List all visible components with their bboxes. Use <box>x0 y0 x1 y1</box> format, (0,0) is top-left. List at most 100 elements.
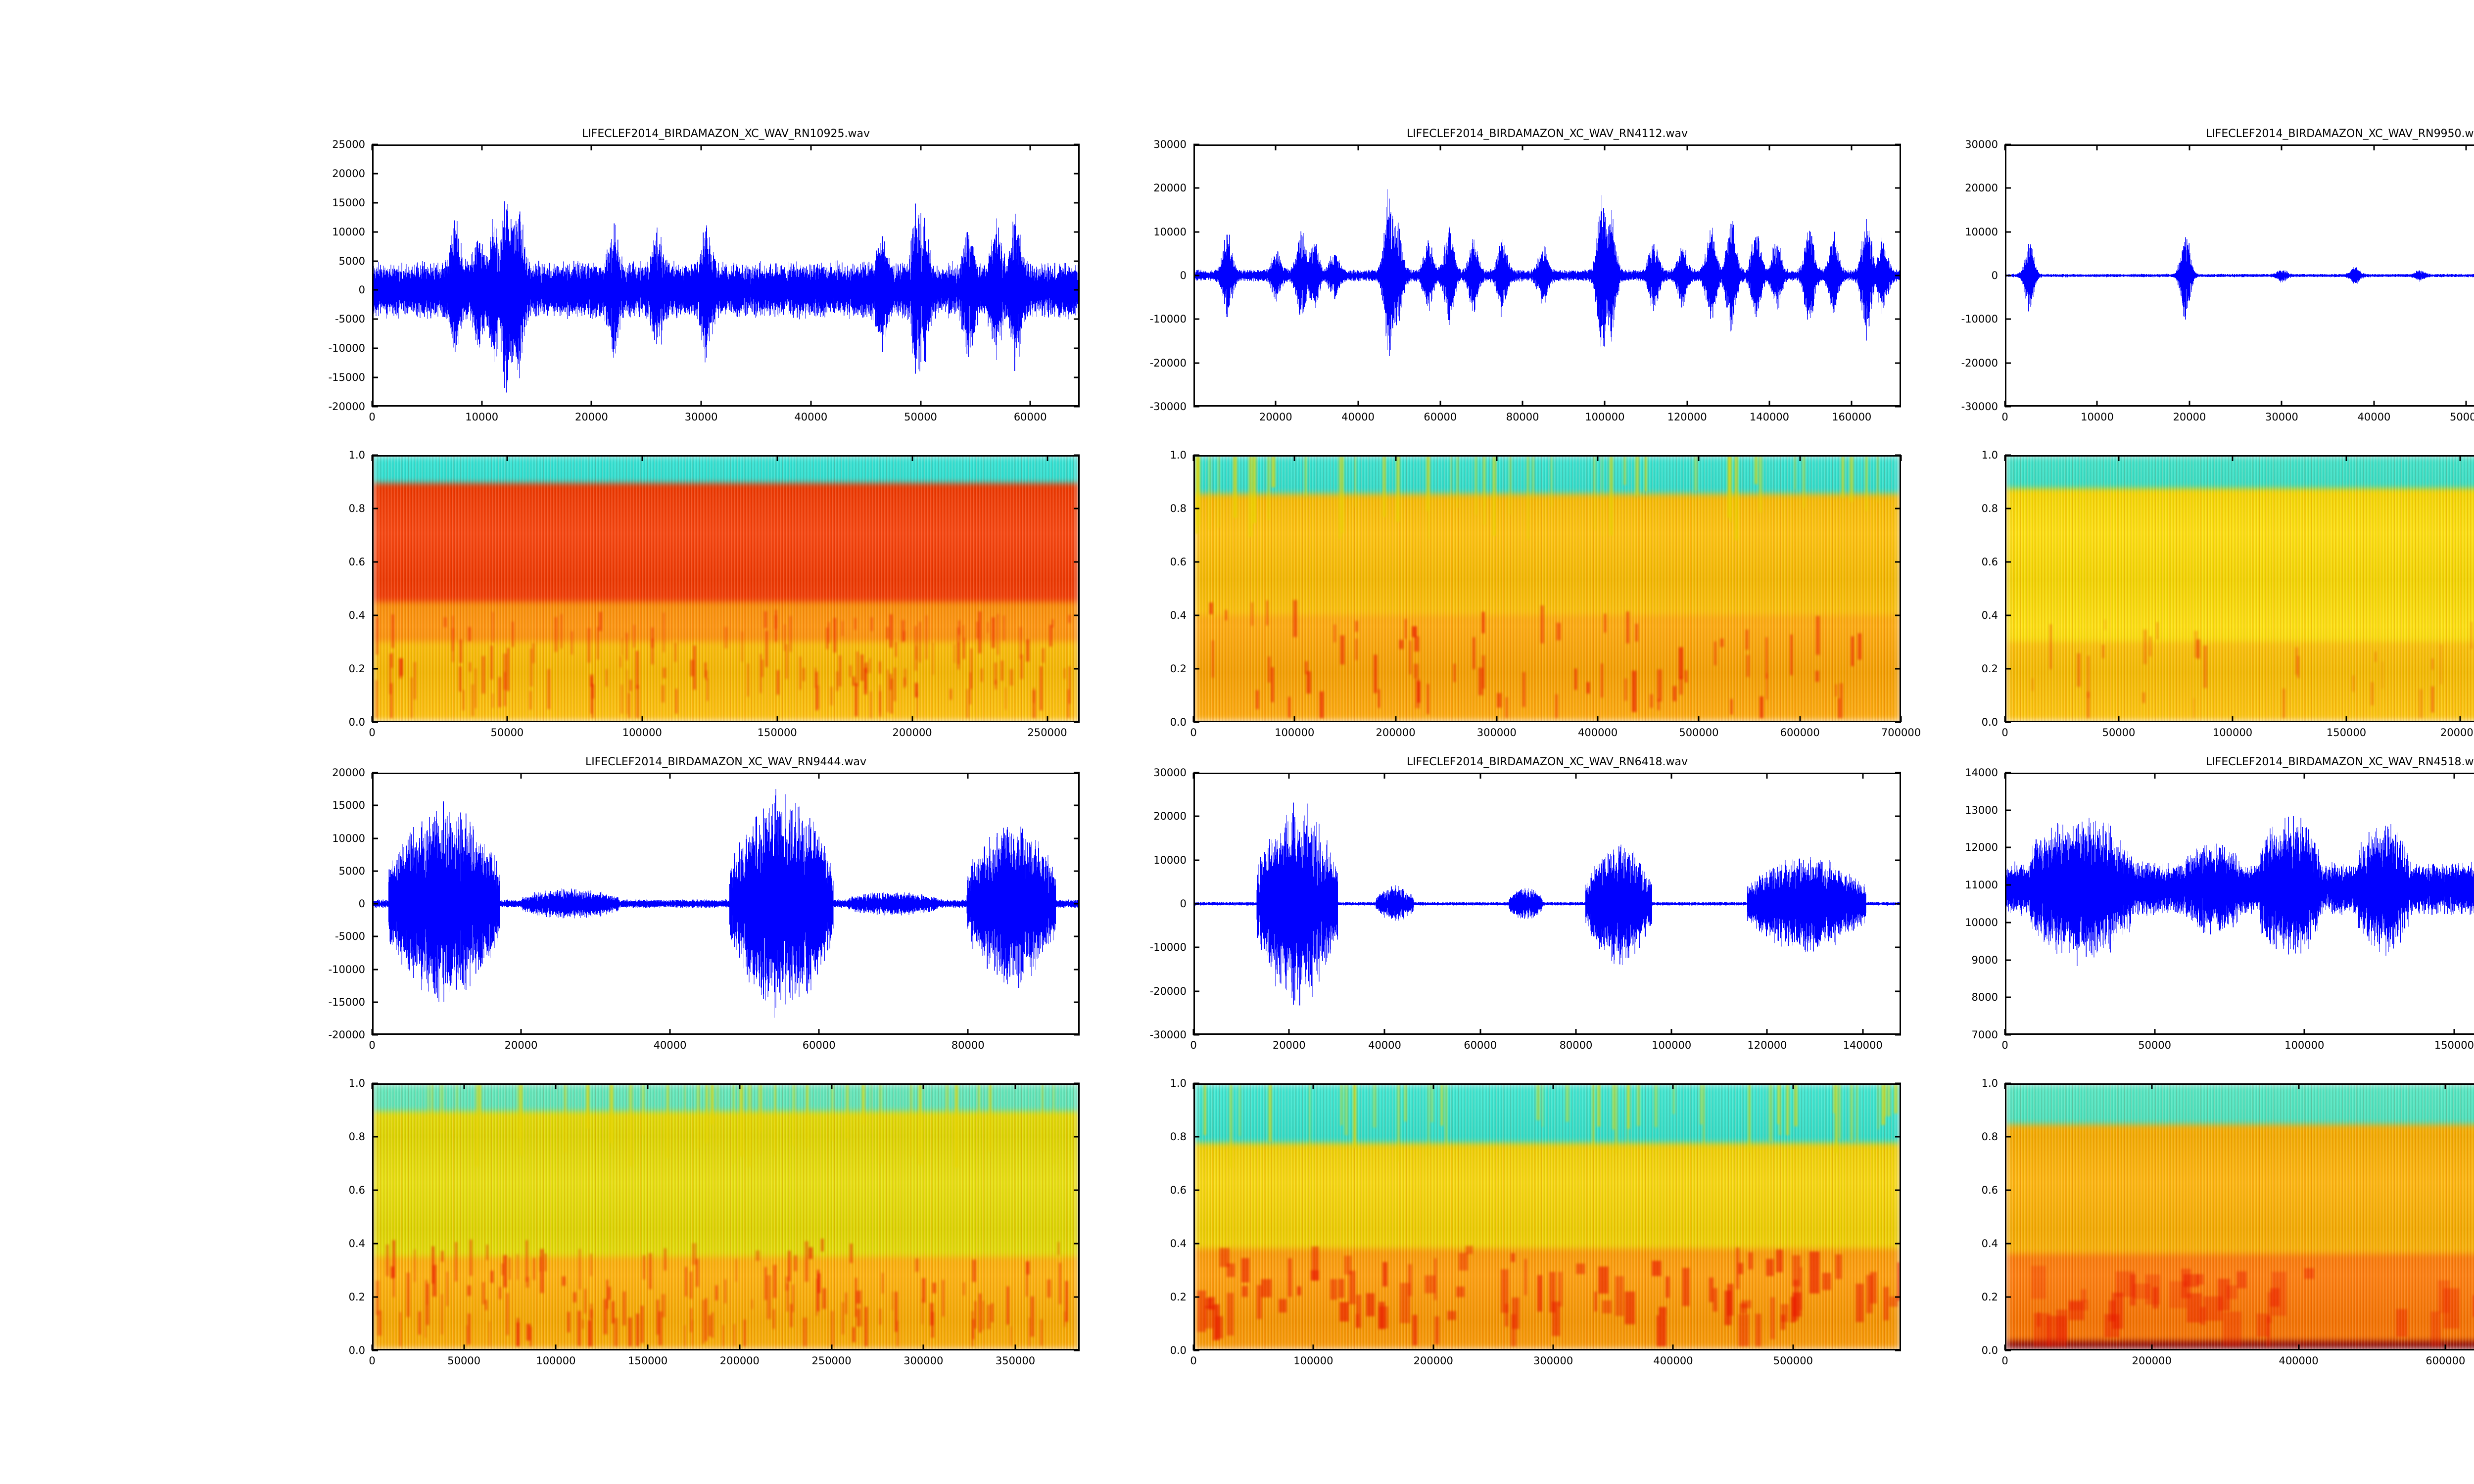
x-tick-mark <box>1357 401 1359 407</box>
plot-title: LIFECLEF2014_BIRDAMAZON_XC_WAV_RN4518.wa… <box>2205 756 2474 768</box>
y-tick-label: 0.4 <box>1981 609 1998 621</box>
x-tick-mark-top <box>520 773 522 779</box>
plot-axes-spectrogram-rn9444 <box>372 1083 1080 1350</box>
x-tick-mark-top <box>2303 773 2305 779</box>
spectrogram-image <box>1195 457 1900 721</box>
x-tick-mark-top <box>2004 1083 2006 1089</box>
y-tick-mark-right <box>1895 859 1901 861</box>
x-tick-mark <box>1522 401 1523 407</box>
y-tick-mark <box>372 804 378 806</box>
x-tick-label: 200000 <box>2132 1355 2172 1367</box>
y-tick-mark-right <box>1074 143 1080 145</box>
y-tick-mark <box>1193 1349 1199 1351</box>
y-tick-label: 0.6 <box>348 1184 365 1196</box>
x-tick-mark <box>1275 401 1277 407</box>
x-tick-mark <box>2465 401 2467 407</box>
y-tick-label: 0.6 <box>1981 556 1998 568</box>
x-tick-label: 200000 <box>1376 727 1416 739</box>
y-tick-label: 10000 <box>1153 854 1187 866</box>
spectrogram-image <box>2006 1085 2474 1349</box>
x-tick-mark <box>1900 716 1902 722</box>
x-tick-label: 0 <box>369 1039 376 1051</box>
x-tick-label: 0 <box>1190 1039 1197 1051</box>
y-tick-mark <box>372 289 378 291</box>
y-tick-label: 13000 <box>1965 804 1998 816</box>
y-tick-label: 1.0 <box>1981 1077 1998 1089</box>
spectrogram-call-marks <box>374 457 1078 721</box>
x-tick-mark-top <box>2004 455 2006 461</box>
y-tick-mark <box>2005 318 2011 320</box>
plot-axes-waveform-rn4518 <box>2005 773 2474 1035</box>
x-tick-mark <box>920 401 922 407</box>
plot-axes-spectrogram-rn6418 <box>1193 1083 1901 1350</box>
x-tick-label: 20000 <box>1272 1039 1306 1051</box>
x-tick-mark <box>371 1029 373 1035</box>
y-tick-mark-right <box>1895 454 1901 456</box>
spectrogram-image <box>2006 457 2474 721</box>
waveform-trace <box>1195 146 1900 405</box>
y-tick-mark-right <box>1074 231 1080 233</box>
y-tick-mark <box>2005 809 2011 811</box>
panel-spectrogram-rn4112: 0 100000 200000 300000 400000 500000 600000 700… <box>1170 449 1921 739</box>
y-tick-mark <box>1193 143 1199 145</box>
x-tick-mark-top <box>1432 1083 1434 1089</box>
x-tick-mark <box>2096 401 2098 407</box>
y-tick-label: -30000 <box>1961 401 1998 413</box>
y-tick-mark <box>372 1189 378 1191</box>
y-tick-mark-right <box>1895 815 1901 817</box>
y-tick-label: 5000 <box>338 255 365 267</box>
spectrogram-call-marks <box>2006 1085 2474 1349</box>
x-tick-mark-top <box>1496 455 1498 461</box>
x-tick-label: 700000 <box>1881 727 1921 739</box>
y-tick-mark-right <box>1074 935 1080 937</box>
x-tick-mark <box>371 716 373 722</box>
y-tick-mark <box>1193 946 1199 948</box>
x-tick-mark-top <box>1439 144 1441 150</box>
x-tick-label: 0 <box>2001 411 2008 423</box>
x-tick-mark <box>2151 1345 2153 1350</box>
y-tick-mark <box>2005 922 2011 924</box>
x-tick-mark <box>2298 1345 2300 1350</box>
x-tick-mark-top <box>1192 1083 1194 1089</box>
y-tick-mark <box>2005 275 2011 277</box>
x-tick-mark-top <box>1768 144 1770 150</box>
x-tick-label: 0 <box>2001 1355 2008 1367</box>
y-tick-mark <box>1193 990 1199 992</box>
y-tick-label: 0.8 <box>348 1131 365 1143</box>
x-tick-mark <box>371 1345 373 1350</box>
y-tick-mark <box>372 1349 378 1351</box>
x-tick-label: 150000 <box>2434 1039 2474 1051</box>
y-tick-label: 1.0 <box>1170 1077 1187 1089</box>
plot-axes-waveform-rn6418 <box>1193 773 1901 1035</box>
y-tick-mark-right <box>1895 1296 1901 1298</box>
y-tick-label: 20000 <box>332 167 365 180</box>
x-tick-label: 200000 <box>1413 1355 1453 1367</box>
spectrogram-noise <box>374 1085 1078 1349</box>
x-tick-mark <box>1383 1029 1385 1035</box>
y-tick-label: -10000 <box>1961 313 1998 325</box>
y-tick-label: 0 <box>1991 270 1998 281</box>
y-tick-label: 0.6 <box>1981 1184 1998 1196</box>
y-tick-label: 10000 <box>332 832 365 844</box>
y-tick-mark-right <box>1074 561 1080 563</box>
x-tick-mark <box>1672 1345 1674 1350</box>
y-tick-mark-right <box>1074 406 1080 408</box>
x-tick-mark-top <box>1799 455 1801 461</box>
x-tick-mark <box>2232 716 2234 722</box>
x-tick-label: 50000 <box>904 411 937 423</box>
x-tick-label: 400000 <box>1578 727 1618 739</box>
x-tick-mark-top <box>1604 144 1606 150</box>
x-tick-label: 10000 <box>465 411 499 423</box>
y-tick-mark <box>2005 614 2011 616</box>
y-tick-mark-right <box>1895 275 1901 277</box>
x-tick-mark <box>1670 1029 1672 1035</box>
y-tick-label: 0 <box>1180 270 1187 281</box>
y-tick-label: 0.6 <box>1170 1184 1187 1196</box>
x-tick-label: 100000 <box>1275 727 1315 739</box>
y-tick-mark <box>2005 668 2011 670</box>
plot-title: LIFECLEF2014_BIRDAMAZON_XC_WAV_RN4112.wa… <box>1406 128 1688 140</box>
x-tick-mark <box>911 716 913 722</box>
x-tick-mark <box>2444 1345 2446 1350</box>
x-tick-label: 100000 <box>1652 1039 1692 1051</box>
x-tick-label: 150000 <box>2326 727 2367 739</box>
